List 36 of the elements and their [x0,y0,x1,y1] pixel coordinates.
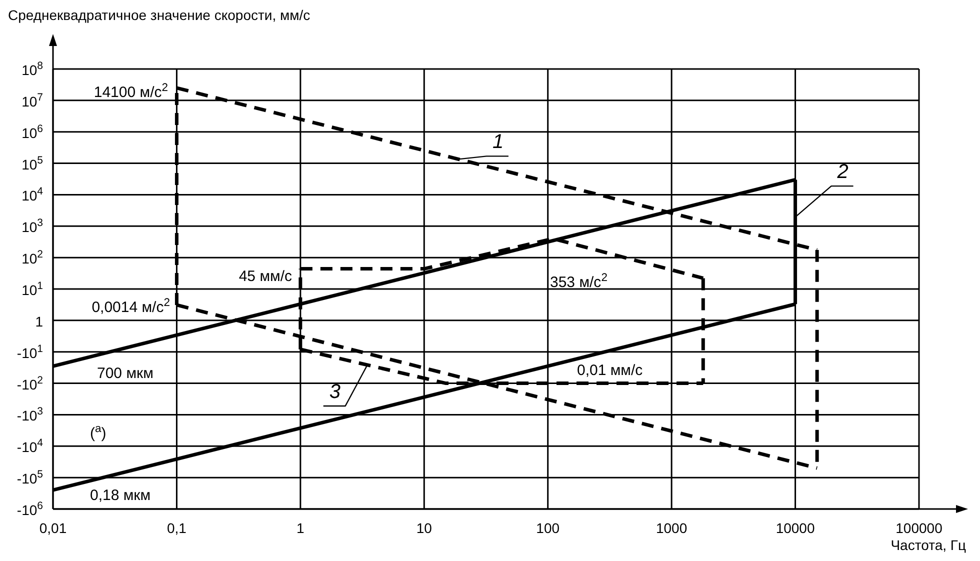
x-tick-label: 0,01 [39,520,67,536]
x-tick-label: 0,1 [166,520,187,536]
y-tick-label: 10$^{1}$ [22,280,44,298]
y-tick-label: -10$^{5}$ [16,468,44,487]
annotation: 45 мм/с [238,268,292,285]
x-tick-label: 10 [416,520,432,536]
y-tick-label: 10$^{8}$ [22,60,44,78]
y-tick-label: 10$^{3}$ [22,217,44,236]
y-tick-label: -10$^{4}$ [16,437,44,456]
annotation: 0,0014 м/с$^{2}$ [92,297,170,316]
y-tick-label: -10$^{3}$ [16,406,44,424]
y-tick-label: -10$^{6}$ [16,500,44,518]
x-tick-label: 1000 [656,520,688,536]
y-tick-label: 10$^{6}$ [22,122,44,141]
annotation: 14100 м/с$^{2}$ [94,82,168,101]
x-axis-title: Частота, Гц [890,537,966,553]
y-tick-label: 10$^{2}$ [22,248,44,267]
series-label: 3 [329,380,340,403]
x-tick-label: 100000 [896,520,943,536]
y-axis-title: Среднеквадратичное значение скорости, мм/с [8,7,310,23]
y-tick-label: 10$^{4}$ [22,186,44,204]
series-label: 1 [492,131,504,154]
y-tick-label: -10$^{1}$ [16,342,44,361]
annotation: ($^{a}$) [90,423,106,442]
x-tick-label: 1 [296,520,305,536]
annotation: 0,01 мм/с [577,362,644,379]
x-tick-label: 100 [536,520,560,536]
annotation: 700 мкм [97,365,154,382]
y-tick-label: -10$^{2}$ [16,374,44,392]
x-tick-label: 10000 [776,520,815,536]
annotation: 0,18 мкм [90,487,151,504]
text: 2 [836,161,848,184]
y-tick-label: 1 [35,313,44,330]
y-tick-label: 10$^{7}$ [22,91,44,110]
y-tick-label: 10$^{5}$ [22,154,44,172]
annotation: 353 м/с$^{2}$ [550,272,608,291]
